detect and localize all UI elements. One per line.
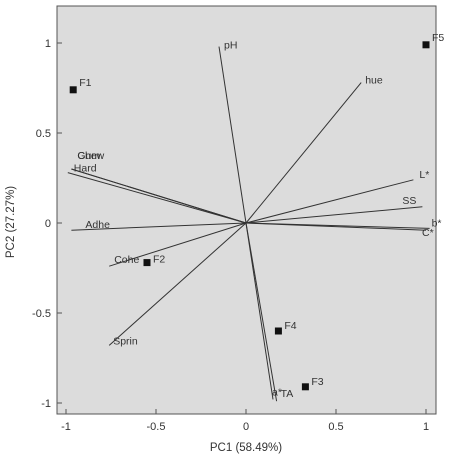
vector-l: [245, 179, 414, 224]
vector-label-adhe: Adhe: [85, 219, 110, 231]
vector-label-ta: TA: [281, 388, 294, 400]
vector-ph: [218, 46, 247, 224]
point-f5: [422, 41, 430, 49]
y-tick-label: 0: [45, 218, 51, 230]
vector-a: [245, 222, 274, 400]
vector-label-ph: pH: [224, 40, 237, 52]
x-tick-label: -1: [61, 421, 71, 433]
point-f4: [274, 327, 282, 335]
x-tick-label: 1: [423, 421, 429, 433]
point-label-f5: F5: [432, 32, 444, 44]
vector-ss: [245, 206, 423, 224]
vector-label-hue: hue: [365, 75, 383, 87]
ticks-layer: -1 -0.5 0 0.5 1 -1 -0.5 0 0.5 1: [32, 38, 429, 433]
y-axis-title: PC2 (27.27%): [5, 186, 17, 258]
score-points: F1 F2 F3 F4 F5: [69, 32, 444, 391]
vector-ta: [245, 222, 278, 402]
vector-label-l: L*: [419, 169, 429, 181]
vector-label-a: a*: [272, 386, 282, 398]
x-tick-label: -0.5: [147, 421, 166, 433]
point-f3: [301, 383, 309, 391]
vector-label-cohe: Cohe: [114, 254, 139, 266]
vector-label-b: b*: [432, 217, 442, 229]
vector-label-sprin: Sprin: [113, 335, 138, 347]
point-label-f2: F2: [153, 254, 165, 266]
x-tick-label: 0.5: [328, 421, 343, 433]
vector-gum: [71, 168, 247, 224]
y-tick-label: -1: [41, 398, 51, 410]
vector-hue: [245, 82, 362, 224]
vector-label-ss: SS: [402, 195, 416, 207]
vector-label-gum: Gum: [77, 150, 100, 162]
point-f1: [69, 86, 77, 94]
y-tick-label: 1: [45, 38, 51, 50]
plot-area: [56, 5, 437, 415]
point-label-f1: F1: [79, 77, 91, 89]
y-tick-label: -0.5: [32, 308, 51, 320]
vector-sprin: [108, 222, 247, 346]
y-tick-label: 0.5: [36, 128, 51, 140]
vector-c: [245, 222, 427, 231]
vector-label-c: C*: [422, 227, 434, 239]
x-tick-label: 0: [243, 421, 249, 433]
vector-hard: [67, 172, 247, 224]
vector-adhe: [71, 222, 247, 231]
vector-cohe: [109, 222, 247, 267]
point-f2: [143, 259, 151, 267]
vector-label-hard: Hard: [74, 163, 97, 175]
point-label-f3: F3: [311, 376, 323, 388]
x-axis-title: PC1 (58.49%): [210, 442, 282, 454]
vector-label-chew: Chew: [77, 150, 104, 162]
point-label-f4: F4: [284, 320, 296, 332]
